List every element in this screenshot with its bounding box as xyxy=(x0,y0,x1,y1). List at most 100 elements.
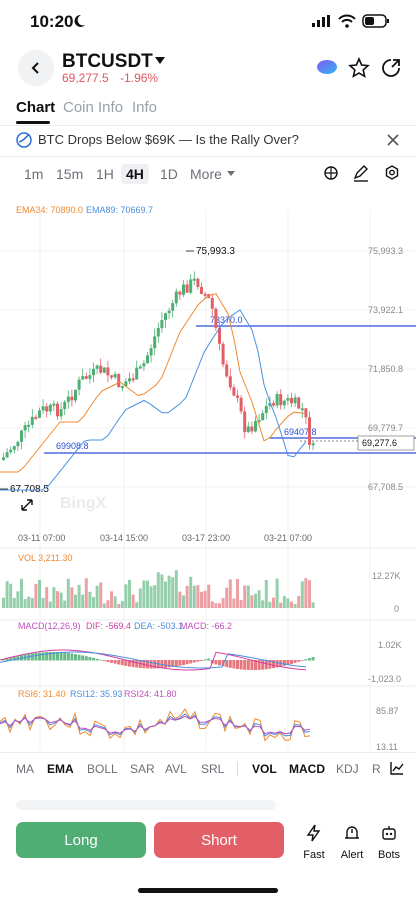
short-button[interactable]: Short xyxy=(154,822,284,858)
close-icon[interactable] xyxy=(386,133,400,147)
ind-srl[interactable]: SRL xyxy=(201,762,225,776)
ind-boll[interactable]: BOLL xyxy=(87,762,118,776)
volume-bar xyxy=(207,584,211,608)
tab-chart[interactable]: Chart xyxy=(16,99,56,116)
candle xyxy=(171,303,175,311)
vol-label: VOL 3,211.30 xyxy=(18,553,73,563)
alarm-icon xyxy=(345,826,359,839)
candle xyxy=(56,403,59,417)
volume-bar xyxy=(239,599,243,608)
volume-bar xyxy=(232,598,236,608)
candle xyxy=(59,409,63,417)
share-icon[interactable] xyxy=(380,57,402,79)
ind-avl[interactable]: AVL xyxy=(165,762,187,776)
volume-bar xyxy=(221,597,225,608)
ai-orb-icon[interactable] xyxy=(316,56,338,78)
status-bar: 10:20 xyxy=(0,0,416,44)
tf-1m[interactable]: 1m xyxy=(24,166,44,182)
macd-bar xyxy=(41,652,45,661)
candle xyxy=(160,320,164,328)
caret-down-icon[interactable] xyxy=(227,171,235,177)
candle xyxy=(239,397,243,412)
indicator-tool-icon[interactable] xyxy=(322,164,340,182)
ind-ma[interactable]: MA xyxy=(16,762,34,776)
ind-kdj[interactable]: KDJ xyxy=(336,762,359,776)
candle xyxy=(250,426,254,432)
tf-1h[interactable]: 1H xyxy=(96,166,114,182)
bots-button[interactable]: Bots xyxy=(369,824,409,861)
macd-bar xyxy=(59,652,63,661)
macd-bar xyxy=(30,653,34,661)
macd-bar xyxy=(5,658,9,661)
ind-macd[interactable]: MACD xyxy=(289,762,325,776)
caret-down-icon[interactable] xyxy=(155,57,165,65)
rsi6-label: RSI6: 31.40 xyxy=(18,689,66,699)
divider xyxy=(0,752,416,753)
long-button[interactable]: Long xyxy=(16,822,146,858)
bots-label: Bots xyxy=(377,849,400,861)
ind-sar[interactable]: SAR xyxy=(130,762,155,776)
tf-1d[interactable]: 1D xyxy=(160,166,178,182)
macd-dea-line xyxy=(0,651,307,669)
candle xyxy=(164,313,167,321)
draw-pencil-icon[interactable] xyxy=(352,164,370,182)
back-button[interactable] xyxy=(18,50,54,86)
macd-bar xyxy=(63,652,67,661)
macd-value: MACD: -66.2 xyxy=(180,621,232,631)
volume-bar xyxy=(135,602,139,608)
macd-bar xyxy=(185,660,189,665)
macd-bar xyxy=(225,660,229,668)
candle xyxy=(5,452,9,458)
volume-bar xyxy=(300,581,304,608)
candle xyxy=(261,413,265,421)
volume-bar xyxy=(225,587,229,608)
macd-bar xyxy=(106,660,110,662)
macd-bar xyxy=(293,660,297,663)
date-label: 03-14 15:00 xyxy=(100,533,148,543)
macd-bar xyxy=(196,660,200,662)
volume-bar xyxy=(304,578,308,608)
expand-icon[interactable] xyxy=(21,499,33,511)
candle xyxy=(279,394,283,406)
macd-bar xyxy=(282,660,286,666)
star-icon[interactable] xyxy=(348,57,370,79)
signal-icon xyxy=(312,15,330,27)
volume-bar xyxy=(178,591,182,608)
price-line: 69,277.5 -1.96% xyxy=(62,71,158,85)
settings-gear-icon[interactable] xyxy=(383,164,401,182)
tf-more[interactable]: More xyxy=(190,166,222,182)
alert-button[interactable]: Alert xyxy=(332,824,372,861)
candle xyxy=(300,408,304,411)
volume-bar xyxy=(286,598,290,608)
macd-bar xyxy=(124,660,128,666)
wifi-icon xyxy=(338,14,356,28)
macd-bar xyxy=(178,660,182,666)
tf-4h[interactable]: 4H xyxy=(121,164,149,184)
ind-vol[interactable]: VOL xyxy=(252,762,277,776)
ind-ema[interactable]: EMA xyxy=(47,762,74,776)
candle xyxy=(117,374,121,387)
chart-settings-icon[interactable] xyxy=(389,760,405,776)
divider xyxy=(0,156,416,157)
tab-coin-info[interactable]: Coin Info xyxy=(63,99,124,116)
news-headline[interactable]: BTC Drops Below $69K — Is the Rally Over… xyxy=(38,132,299,147)
ind-r[interactable]: R xyxy=(372,762,381,776)
tf-15m[interactable]: 15m xyxy=(56,166,84,182)
volume-bar xyxy=(131,594,135,608)
candle xyxy=(210,297,214,309)
kline-chart[interactable]: 75,993.3 73,922.1 71,850.8 69,779.7 67,7… xyxy=(0,210,416,750)
candle xyxy=(34,416,38,419)
volume-bar xyxy=(102,603,106,608)
macd-bar xyxy=(99,659,103,661)
tab-info[interactable]: Info xyxy=(132,99,158,116)
volume-bar xyxy=(30,597,34,608)
symbol-title[interactable]: BTCUSDT xyxy=(62,51,153,73)
macd-bar xyxy=(70,653,74,661)
candle xyxy=(246,426,250,433)
volume-bar xyxy=(66,578,70,608)
volume-bar xyxy=(99,582,103,608)
candle xyxy=(27,424,31,427)
fast-button[interactable]: Fast xyxy=(294,824,334,861)
price-change: -1.96% xyxy=(120,71,159,85)
volume-bar xyxy=(290,601,293,608)
